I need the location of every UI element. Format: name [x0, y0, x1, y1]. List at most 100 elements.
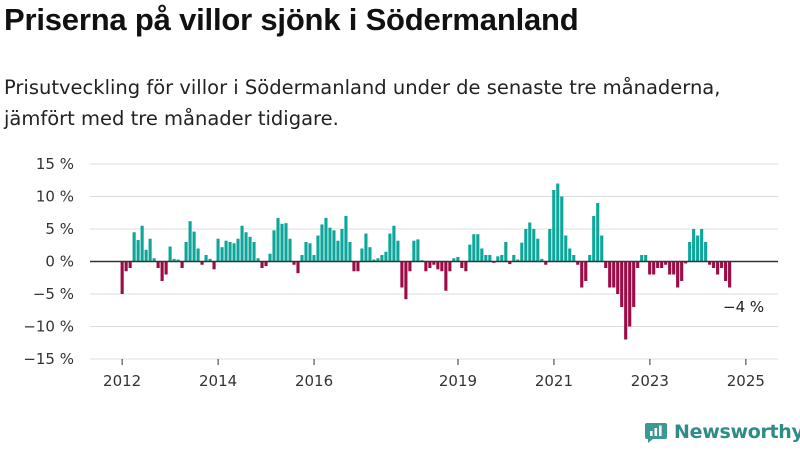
bar	[468, 244, 472, 262]
last-value-annotation: −4 %	[723, 298, 764, 316]
bar	[284, 223, 288, 262]
bar	[380, 255, 384, 262]
bar	[616, 261, 620, 294]
bar	[208, 258, 212, 262]
bar	[648, 261, 652, 275]
bar	[440, 261, 444, 272]
bar	[340, 229, 344, 262]
y-tick-label: 5 %	[45, 220, 74, 238]
bar	[404, 261, 408, 300]
x-tick-label: 2016	[295, 372, 333, 390]
bar	[612, 261, 616, 288]
bar	[428, 261, 432, 268]
bar	[436, 261, 440, 270]
bar	[328, 227, 332, 262]
bar	[560, 196, 564, 262]
bar	[300, 255, 304, 262]
bar	[244, 232, 248, 262]
y-tick-label: −5 %	[33, 285, 74, 303]
bar	[568, 248, 572, 262]
bar	[424, 261, 428, 272]
bar	[392, 225, 396, 262]
bar	[236, 238, 240, 262]
bar	[268, 253, 272, 262]
grid-lines	[90, 163, 778, 360]
bar	[520, 242, 524, 262]
bar	[320, 224, 324, 262]
bar	[556, 183, 560, 262]
bar	[204, 255, 208, 262]
bar	[660, 261, 664, 268]
bar	[408, 261, 412, 272]
bar	[172, 258, 176, 262]
bar	[608, 261, 612, 288]
bar	[416, 239, 420, 262]
bar	[192, 231, 196, 262]
bar	[584, 261, 588, 281]
bar	[552, 190, 556, 262]
bar	[280, 223, 284, 262]
bar	[212, 261, 216, 270]
bar	[148, 238, 152, 262]
bar-chart: 15 %10 %5 %0 %−5 %−10 %−15 % 2012 2014 201…	[23, 155, 778, 390]
bar	[448, 261, 452, 272]
bar	[352, 261, 356, 272]
bar	[136, 240, 140, 262]
bar	[484, 255, 488, 262]
bar	[632, 261, 636, 307]
bar	[504, 242, 508, 262]
bar	[332, 230, 336, 262]
bar	[488, 255, 492, 262]
bar	[160, 261, 164, 281]
bar	[456, 256, 460, 262]
bar	[348, 242, 352, 262]
bar	[664, 261, 668, 265]
bar	[636, 261, 640, 268]
bar	[476, 234, 480, 262]
bar	[364, 233, 368, 262]
bar	[132, 232, 136, 262]
bar	[564, 235, 568, 262]
bar	[692, 229, 696, 262]
bar	[700, 229, 704, 262]
bar	[680, 261, 684, 281]
bar	[604, 261, 608, 268]
bar	[624, 261, 628, 340]
bar	[512, 255, 516, 262]
bar	[696, 235, 700, 262]
newsworthy-logo-text: Newsworthy	[674, 421, 800, 443]
bar	[516, 259, 520, 262]
bar	[252, 242, 256, 262]
x-tick-label: 2025	[727, 372, 765, 390]
bar	[640, 255, 644, 262]
bar	[128, 261, 132, 268]
bar	[188, 221, 192, 262]
bar	[276, 217, 280, 262]
bar	[396, 240, 400, 262]
bar	[228, 242, 232, 262]
bar	[444, 261, 448, 291]
bar	[288, 238, 292, 262]
bar	[216, 238, 220, 262]
bar	[360, 248, 364, 262]
bar	[472, 234, 476, 262]
bar	[152, 258, 156, 262]
bar	[592, 216, 596, 262]
bar	[572, 255, 576, 262]
x-tick-label: 2019	[439, 372, 477, 390]
bar	[260, 261, 264, 268]
bar	[176, 259, 180, 262]
bar	[716, 261, 720, 275]
newsworthy-logo: Newsworthy	[644, 420, 800, 444]
bar	[480, 248, 484, 262]
bar	[672, 261, 676, 275]
y-tick-label: −10 %	[23, 318, 74, 336]
newsworthy-logo-icon	[645, 423, 667, 443]
bar	[344, 216, 348, 262]
bar-series	[120, 183, 732, 340]
bar	[304, 242, 308, 262]
bar	[628, 261, 632, 327]
bar	[356, 261, 360, 272]
bar	[384, 251, 388, 262]
bar	[724, 261, 728, 281]
